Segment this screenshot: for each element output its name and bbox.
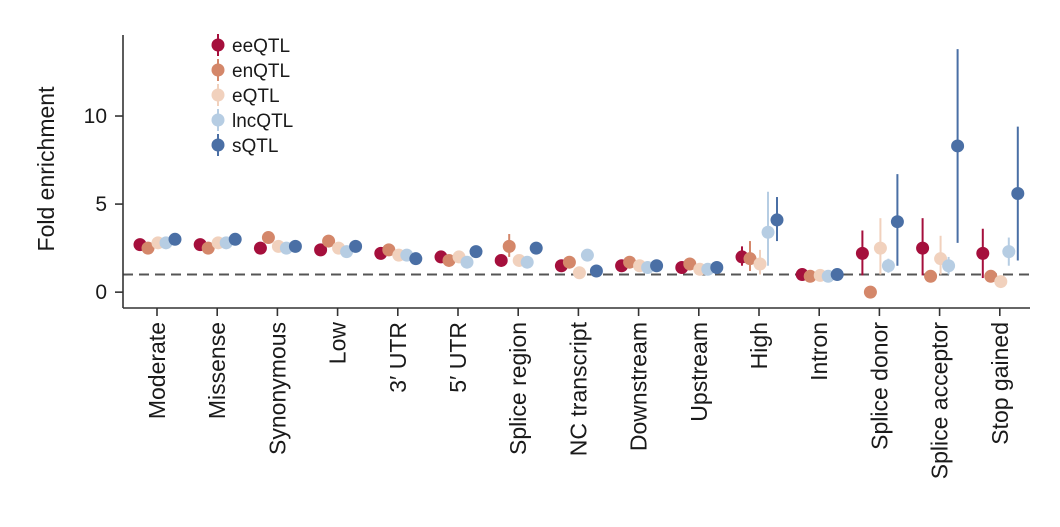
legend-label: enQTL [232,61,290,82]
x-tick-label: Synonymous [264,322,290,455]
data-point [228,232,242,246]
x-tick-label: NC transcript [565,321,591,456]
legend-marker [211,38,225,52]
data-point [855,246,869,260]
data-point [168,232,182,246]
x-tick-label: Splice donor [866,322,892,450]
x-tick-label: 3′ UTR [385,322,411,393]
data-point [529,241,543,255]
data-point [589,264,603,278]
data-point [469,245,483,259]
data-point [761,225,775,239]
data-point [976,246,990,260]
data-point [322,234,336,248]
data-point [502,239,516,253]
data-point [409,252,423,266]
data-point [942,259,956,273]
x-tick-label: Upstream [686,322,712,422]
data-point [830,268,844,282]
legend: eeQTL enQTL eQTL lncQTL sQTL [211,34,293,157]
data-point [803,269,817,283]
axes: 0 5 10 Moderate Missense Synonymous Low 3′ UTR 5… [84,35,1030,479]
data-point [442,253,456,267]
data-point [201,241,215,255]
legend-item: sQTL [211,134,278,157]
series-enQTL [141,231,998,299]
data-point [562,255,576,269]
data-point [141,241,155,255]
y-tick-label: 10 [84,105,107,128]
data-point [710,260,724,274]
data-point [494,253,508,267]
data-point [288,239,302,253]
data-point [261,231,275,245]
data-point [924,269,938,283]
y-tick-label: 0 [95,281,107,304]
data-point [994,275,1008,289]
data-point [349,239,363,253]
legend-label: eQTL [232,86,280,107]
data-point [951,139,965,153]
data-point [253,241,267,255]
series-eeQTL [133,218,990,282]
legend-marker [211,138,225,152]
legend-item: eeQTL [211,34,290,57]
x-tick-label: 5′ UTR [445,322,471,393]
data-point [881,259,895,273]
x-tick-label: Downstream [626,322,652,451]
data-point [984,269,998,283]
x-tick-label: Moderate [144,322,170,419]
data-point [314,243,328,257]
y-tick-label: 5 [95,193,107,216]
data-point [382,243,396,257]
legend-marker [211,63,225,77]
legend-label: eeQTL [232,36,290,57]
x-tick-label: Splice acceptor [927,322,953,480]
x-tick-label: Low [325,322,351,365]
series-sQTL [168,49,1025,282]
data-point [572,266,586,280]
x-tick-label: Stop gained [987,322,1013,445]
data-point [683,257,697,271]
legend-item: lncQTL [211,109,293,132]
legend-label: lncQTL [232,111,293,132]
legend-marker [211,88,225,102]
data-point [863,285,877,299]
x-tick-label: High [746,322,772,369]
legend-item: eQTL [211,84,280,107]
legend-label: sQTL [232,136,278,157]
data-point [580,248,594,262]
data-point [873,241,887,255]
data-point [520,255,534,269]
data-point [460,255,474,269]
series-lncQTL [159,191,1016,283]
data-point [890,215,904,229]
series-eQTL [151,218,1008,289]
x-tick-label: Missense [204,322,230,419]
data-points [133,49,1025,299]
x-tick-label: Intron [806,322,832,381]
y-axis-label: Fold enrichment [33,86,59,252]
legend-marker [211,113,225,127]
data-point [1002,245,1016,259]
data-point [753,257,767,271]
data-point [770,213,784,227]
data-point [916,241,930,255]
legend-item: enQTL [211,59,290,82]
data-point [650,259,664,273]
data-point [743,252,757,266]
x-tick-label: Splice region [505,322,531,455]
data-point [1011,187,1025,201]
data-point [623,255,637,269]
